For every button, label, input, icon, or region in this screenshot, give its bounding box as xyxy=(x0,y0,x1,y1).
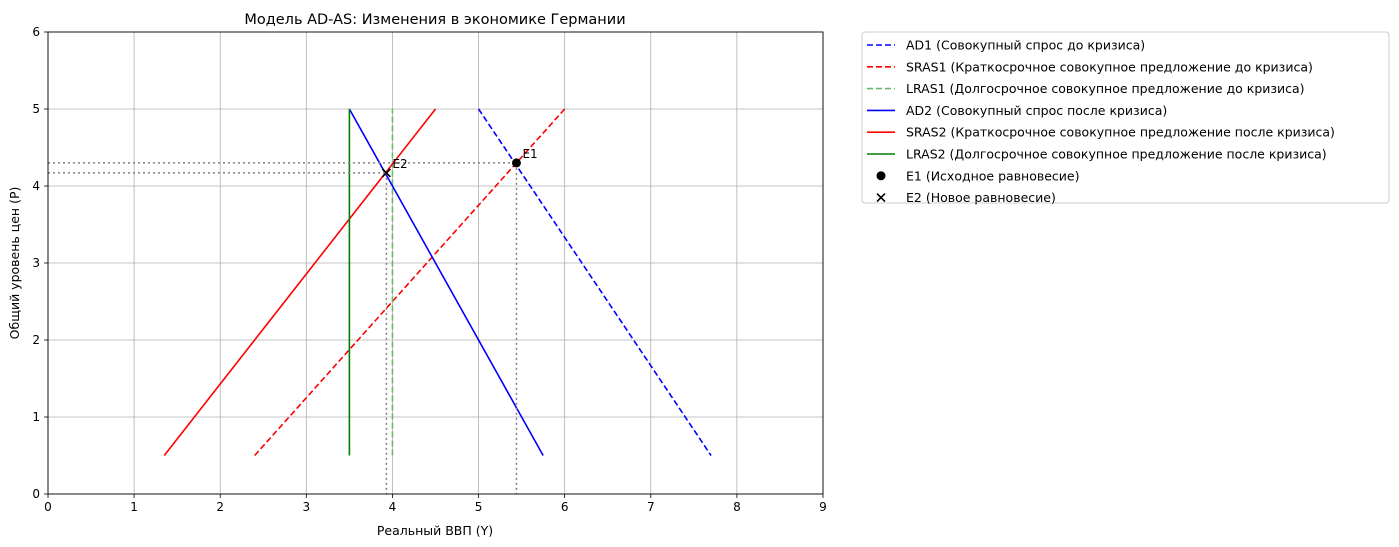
series-line-3 xyxy=(348,108,544,456)
series-line-0 xyxy=(477,108,712,456)
x-axis-label: Реальный ВВП (Y) xyxy=(377,523,493,538)
legend-label-4: SRAS2 (Краткосрочное совокупное предложе… xyxy=(906,125,1335,140)
legend-label-0: AD1 (Совокупный спрос до кризиса) xyxy=(906,38,1145,53)
legend-label-2: LRAS1 (Долгосрочное совокупное предложен… xyxy=(906,81,1305,96)
equilibrium-points: E1 E2 xyxy=(381,147,538,178)
legend-swatch-7-stroke-b xyxy=(876,193,886,203)
axis-ticks: 0 1 2 3 4 5 6 7 8 9 0 1 2 3 4 5 6 xyxy=(32,25,826,514)
y-tick-label-3: 3 xyxy=(32,256,40,270)
y-tick-label-0: 0 xyxy=(32,487,40,501)
legend-label-3: AD2 (Совокупный спрос после кризиса) xyxy=(906,103,1167,118)
legend: AD1 (Совокупный спрос до кризиса) SRAS1 (… xyxy=(861,31,1390,205)
x-tick-label-2: 2 xyxy=(216,500,224,514)
legend-label-7: E2 (Новое равновесие) xyxy=(906,190,1056,205)
series-line-1 xyxy=(254,108,566,457)
x-tick-label-4: 4 xyxy=(389,500,397,514)
y-tick-label-5: 5 xyxy=(32,102,40,116)
series-line-4 xyxy=(163,108,437,456)
legend-label-6: E1 (Исходное равновесие) xyxy=(906,168,1080,183)
x-tick-label-8: 8 xyxy=(733,500,741,514)
x-tick-label-5: 5 xyxy=(475,500,483,514)
point-label-1: E2 xyxy=(392,157,407,171)
legend-label-1: SRAS1 (Краткосрочное совокупное предложе… xyxy=(906,59,1313,74)
point-label-0: E1 xyxy=(522,147,537,161)
point-marker-1-stroke-b xyxy=(381,168,391,178)
point-marker-1 xyxy=(381,168,391,178)
chart-title: Модель AD-AS: Изменения в экономике Герм… xyxy=(244,12,625,28)
y-tick-label-6: 6 xyxy=(32,25,40,39)
x-tick-label-7: 7 xyxy=(647,500,655,514)
point-marker-0 xyxy=(511,158,521,168)
y-tick-label-2: 2 xyxy=(32,333,40,347)
legend-label-5: LRAS2 (Долгосрочное совокупное предложен… xyxy=(906,147,1327,162)
x-tick-label-3: 3 xyxy=(303,500,311,514)
legend-swatch-6 xyxy=(876,171,886,181)
y-axis-label: Общий уровень цен (P) xyxy=(7,187,22,340)
x-tick-label-6: 6 xyxy=(561,500,569,514)
x-tick-label-9: 9 xyxy=(819,500,827,514)
legend-swatch-7 xyxy=(876,193,886,203)
x-tick-label-0: 0 xyxy=(44,500,52,514)
legend-box xyxy=(861,31,1390,204)
x-tick-label-1: 1 xyxy=(130,500,138,514)
y-tick-label-4: 4 xyxy=(32,179,40,193)
y-tick-label-1: 1 xyxy=(32,410,40,424)
equilibrium-guides xyxy=(48,162,518,494)
series-group xyxy=(163,108,712,457)
